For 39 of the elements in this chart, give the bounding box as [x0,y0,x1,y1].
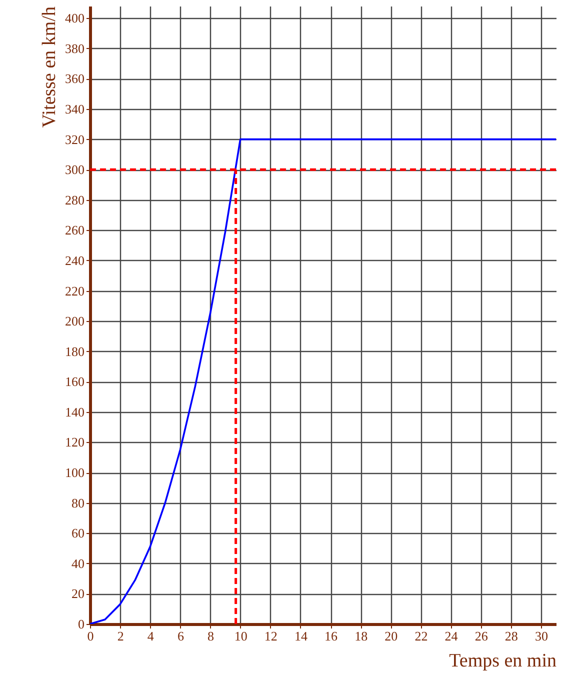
y-tick-label: 180 [65,344,84,359]
y-tick-label: 120 [65,434,84,450]
x-tick-label: 24 [444,628,458,644]
y-tick-label: 380 [65,40,84,56]
y-axis-title: Vitesse en km/h [39,6,60,128]
y-tick-label: 100 [65,465,84,480]
y-tick-label: 60 [72,526,84,541]
x-tick-label: 14 [294,628,308,644]
y-tick-label: 260 [65,222,84,238]
x-tick-label: 16 [324,628,338,644]
y-tick-label: 0 [78,616,84,632]
y-tick-label: 280 [65,192,84,208]
x-axis-title: Temps en min [449,650,557,672]
y-tick-label: 340 [65,102,84,116]
x-tick-label: 6 [177,628,184,644]
y-tick-label: 400 [65,10,84,26]
y-tick-label: 200 [65,314,84,329]
y-tick-label: 160 [65,374,84,390]
x-tick-label: 4 [147,628,154,644]
y-tick-label: 40 [72,556,84,571]
x-tick-label: 30 [534,628,548,644]
y-tick-label: 300 [65,162,84,178]
x-tick-label: 0 [87,628,94,644]
y-tick-label: 220 [65,283,84,298]
y-tick-label: 140 [65,404,84,420]
y-tick-label: 80 [72,495,84,510]
x-tick-label: 28 [504,628,518,644]
x-tick-label: 2 [117,628,124,644]
y-tick-label: 320 [65,132,84,147]
x-tick-label: 22 [414,628,428,644]
y-tick-label: 360 [65,71,84,86]
x-tick-label: 26 [474,628,488,644]
x-tick-label: 10 [234,628,248,644]
y-tick-label: 240 [65,252,84,268]
x-tick-label: 8 [208,628,214,644]
x-tick-label: 18 [354,628,368,644]
x-tick-label: 12 [264,628,278,644]
x-tick-label: 20 [384,628,398,644]
y-tick-label: 20 [72,586,84,602]
